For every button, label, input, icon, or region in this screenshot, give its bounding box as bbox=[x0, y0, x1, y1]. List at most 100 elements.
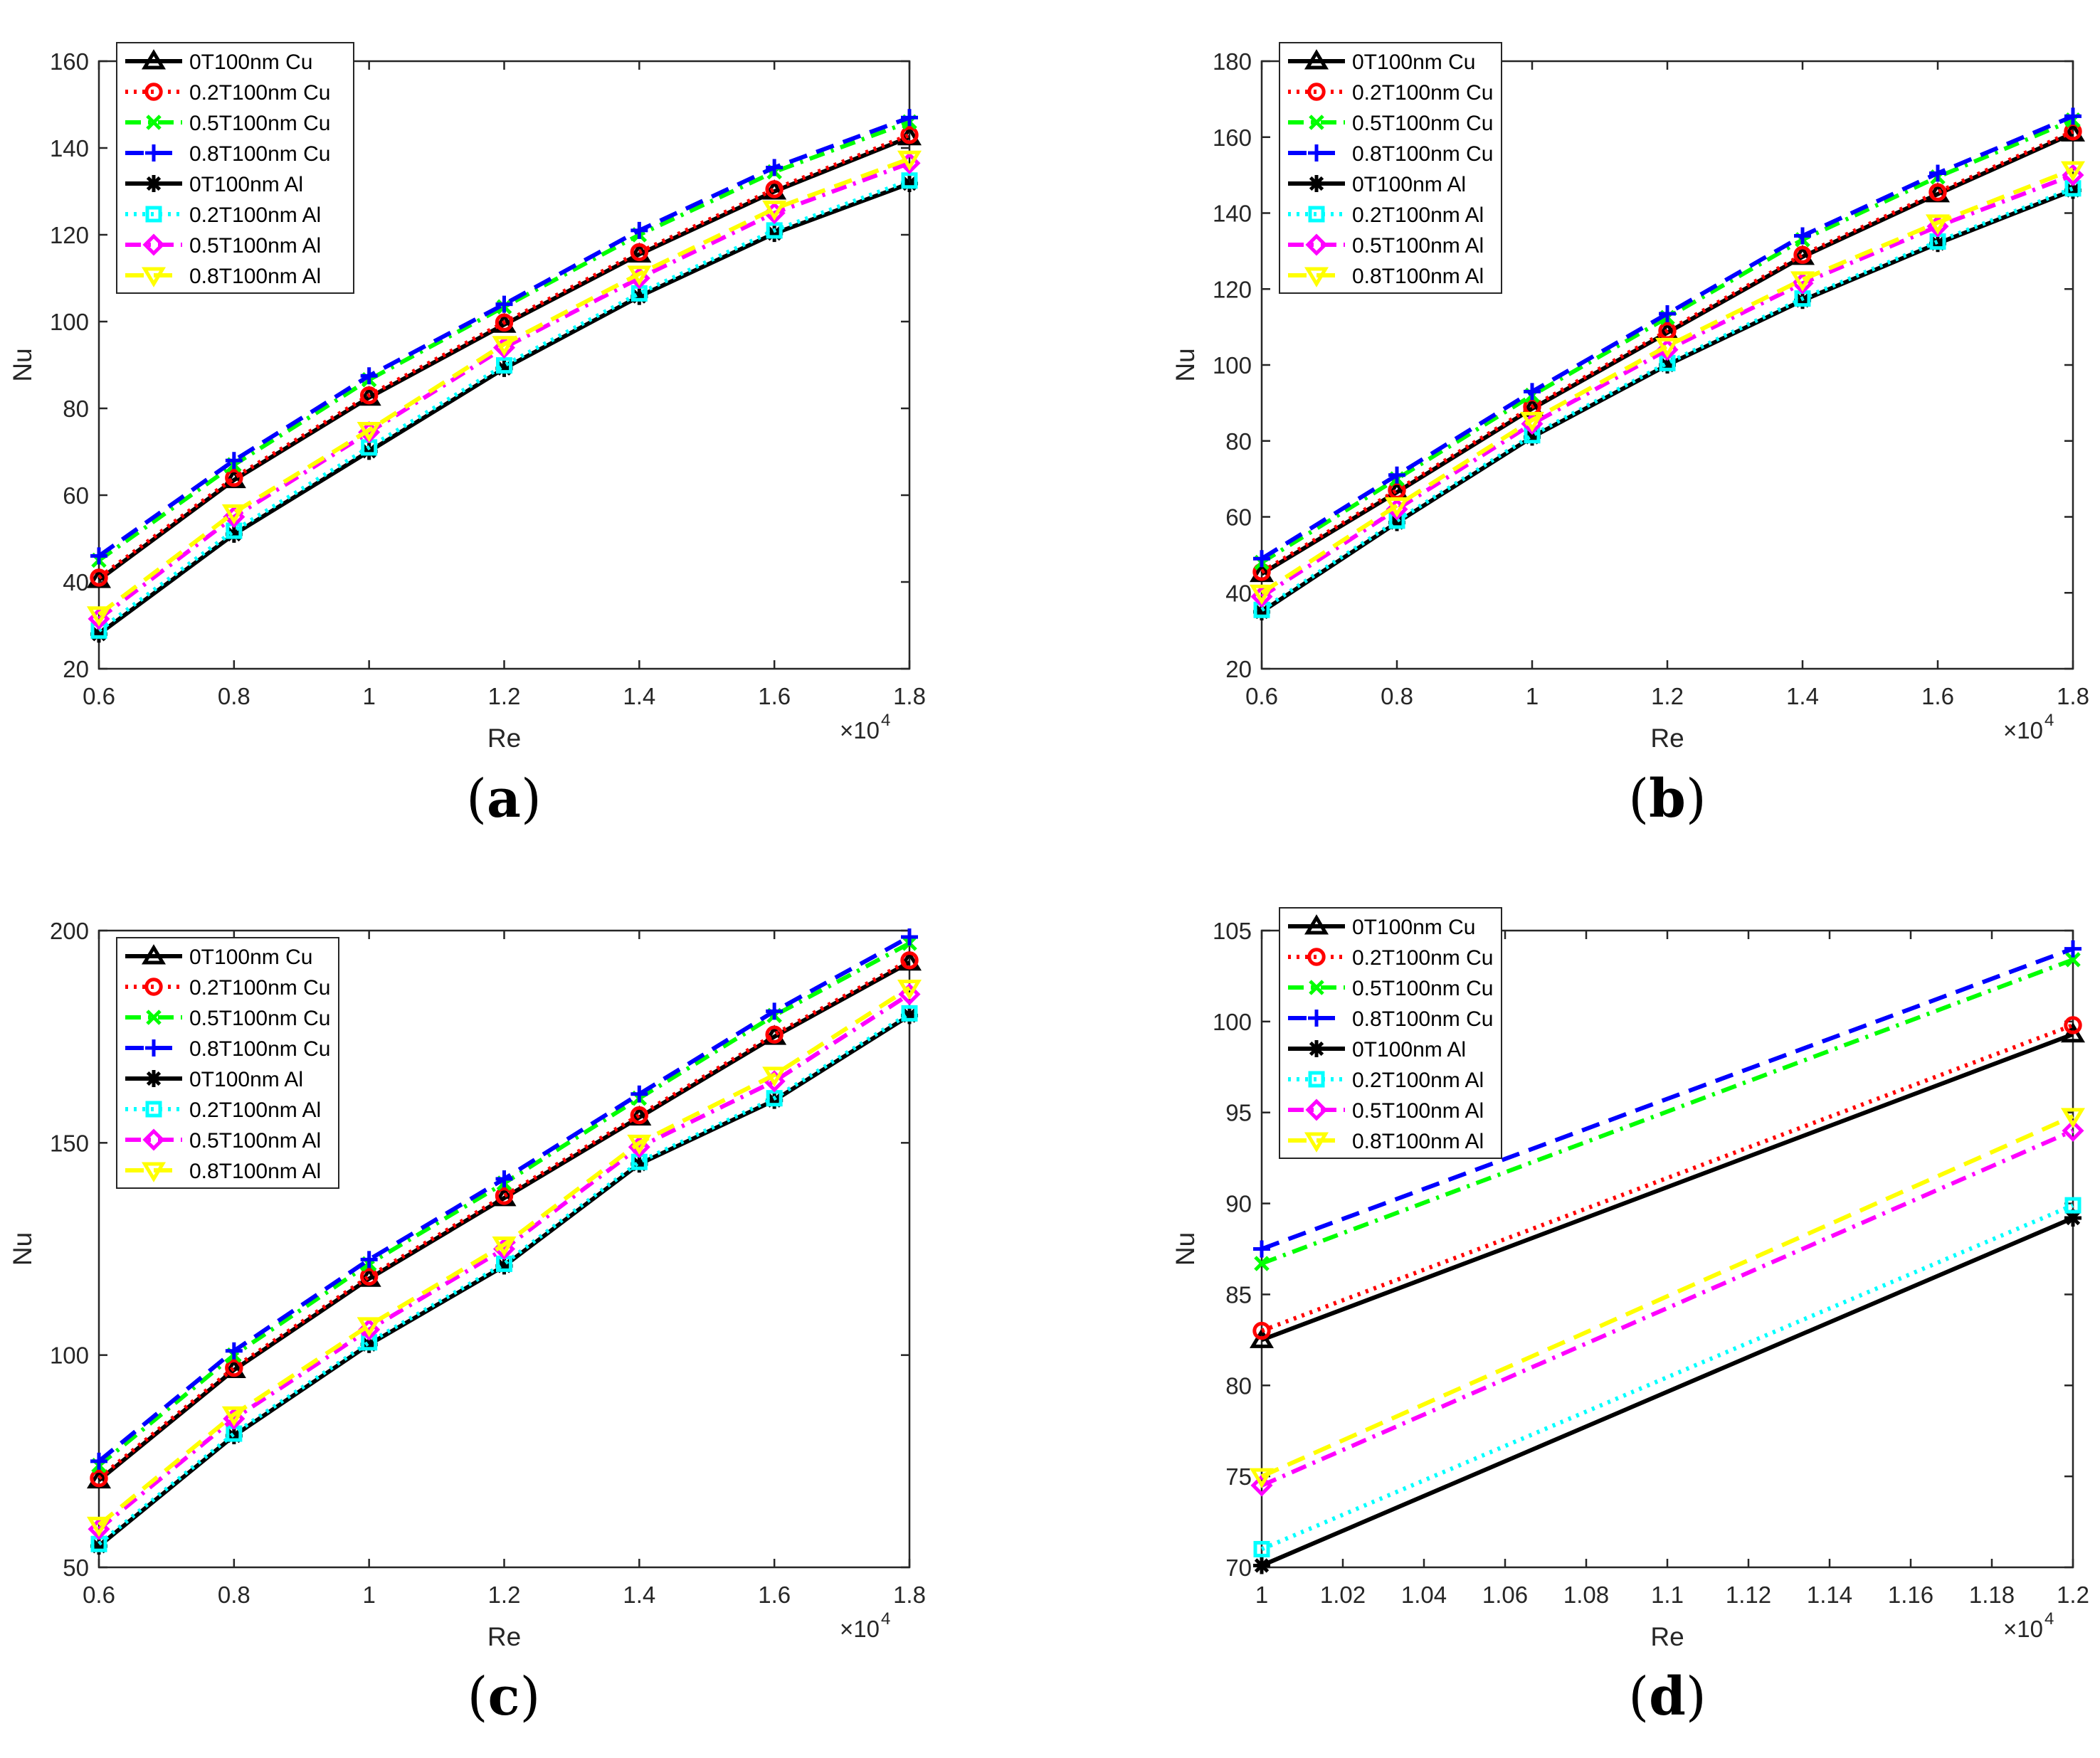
x-tick-label: 1.08 bbox=[1563, 1582, 1609, 1608]
data-point-marker bbox=[495, 313, 514, 332]
caption-letter: b bbox=[1649, 768, 1686, 830]
data-point-marker bbox=[1925, 214, 1951, 235]
caption-open-paren: ( bbox=[466, 768, 487, 830]
x-axis-multiplier-exponent: 4 bbox=[881, 1609, 890, 1629]
data-point-marker bbox=[901, 1005, 918, 1022]
data-point-marker bbox=[90, 1537, 107, 1555]
data-point-marker bbox=[897, 980, 922, 1000]
y-tick-label: 140 bbox=[1213, 201, 1252, 227]
data-point-marker bbox=[1524, 383, 1541, 401]
series-0-8t100nm-al bbox=[86, 150, 922, 627]
x-tick-label: 1.06 bbox=[1482, 1582, 1528, 1608]
data-point-marker bbox=[221, 504, 246, 525]
data-point-marker bbox=[630, 221, 648, 239]
data-point-marker bbox=[492, 336, 517, 356]
y-tick-label: 50 bbox=[63, 1555, 89, 1581]
series-line bbox=[97, 1011, 911, 1546]
y-tick-label: 40 bbox=[1225, 580, 1252, 606]
legend: 0T100nm Cu 0.2T100nm Cu 0.5T100nm Cu 0.8T10… bbox=[116, 937, 339, 1189]
series-0-2t100nm-cu bbox=[90, 951, 919, 1488]
data-point-marker bbox=[86, 606, 112, 627]
data-point-marker bbox=[2060, 1108, 2086, 1128]
data-point-marker bbox=[86, 1516, 112, 1537]
data-point-marker bbox=[1793, 245, 1812, 264]
data-point-marker bbox=[1790, 271, 1815, 292]
series-line bbox=[1260, 958, 2074, 1266]
caption-close-paren: ) bbox=[520, 1666, 541, 1727]
data-point-marker bbox=[495, 1187, 514, 1205]
data-point-marker bbox=[762, 1066, 787, 1087]
legend-entry-label: 0.8T100nm Cu bbox=[1352, 142, 1493, 166]
series-line bbox=[1260, 129, 2074, 574]
series-line bbox=[97, 178, 911, 632]
data-point-marker bbox=[901, 109, 918, 127]
chart-panel-c: 0.6 0.8 1 1.2 1.4 1.6 1.8 50 100 150 200 Re Nu ×10 4 0T… bbox=[8, 918, 926, 1727]
legend-entry-label: 0.2T100nm Al bbox=[189, 203, 321, 227]
caption-letter: a bbox=[487, 768, 521, 830]
series-line bbox=[1260, 167, 2074, 595]
data-point-marker bbox=[630, 1155, 648, 1173]
data-point-marker bbox=[90, 1452, 107, 1470]
data-point-marker bbox=[225, 468, 243, 487]
asterisk-marker bbox=[1308, 175, 1325, 192]
legend: 0T100nm Cu 0.2T100nm Cu 0.5T100nm Cu 0.8T10… bbox=[1279, 42, 1502, 294]
legend-entry-label: 0.8T100nm Al bbox=[189, 265, 321, 288]
x-tick-label: 0.6 bbox=[1245, 683, 1278, 709]
data-point-marker bbox=[359, 386, 379, 405]
y-tick-label: 120 bbox=[1213, 276, 1252, 302]
caption-close-paren: ) bbox=[1686, 768, 1706, 830]
series-0t100nm-al bbox=[90, 175, 918, 643]
x-tick-label: 1 bbox=[1255, 1582, 1268, 1608]
data-point-marker bbox=[360, 443, 378, 460]
x-tick-label: 1.12 bbox=[1726, 1582, 1771, 1608]
x-marker bbox=[146, 1010, 162, 1025]
x-axis-multiplier: ×10 bbox=[840, 1616, 880, 1642]
data-point-marker bbox=[1253, 603, 1270, 620]
data-point-marker bbox=[765, 180, 783, 198]
y-tick-label: 160 bbox=[1213, 125, 1252, 151]
legend-entry-label: 0.8T100nm Al bbox=[189, 1160, 321, 1183]
x-tick-label: 1.6 bbox=[1921, 683, 1954, 709]
data-point-marker bbox=[495, 295, 513, 313]
x-tick-label: 0.6 bbox=[83, 683, 115, 709]
series-line bbox=[97, 986, 911, 1527]
square-marker bbox=[1308, 206, 1325, 223]
y-axis-label: Nu bbox=[1171, 1232, 1200, 1266]
triangle-up-marker bbox=[1304, 914, 1329, 935]
y-tick-label: 100 bbox=[50, 1343, 89, 1369]
triangle-down-marker bbox=[141, 267, 167, 287]
legend-entry-label: 0.2T100nm Cu bbox=[189, 81, 330, 105]
data-point-marker bbox=[225, 525, 243, 543]
series-0-5t100nm-cu bbox=[1254, 952, 2081, 1271]
data-point-marker bbox=[90, 625, 107, 643]
triangle-up-marker bbox=[141, 944, 167, 965]
triangle-up-marker bbox=[141, 49, 167, 70]
legend-entry-label: 0.5T100nm Al bbox=[1352, 1099, 1484, 1123]
legend-entry-label: 0T100nm Al bbox=[189, 1068, 303, 1091]
data-point-marker bbox=[90, 1469, 108, 1488]
y-tick-label: 150 bbox=[50, 1130, 89, 1156]
series-line bbox=[97, 132, 911, 580]
data-point-marker bbox=[2064, 1197, 2081, 1214]
asterisk-marker bbox=[1308, 1040, 1325, 1057]
circle-marker bbox=[1307, 83, 1326, 101]
y-tick-label: 80 bbox=[1225, 1372, 1252, 1399]
data-point-marker bbox=[2064, 940, 2081, 958]
x-marker bbox=[146, 115, 162, 130]
series-line bbox=[97, 157, 911, 617]
data-point-marker bbox=[766, 225, 783, 243]
data-point-marker bbox=[1928, 183, 1947, 201]
data-point-marker bbox=[900, 126, 919, 144]
asterisk-marker bbox=[145, 1070, 162, 1087]
asterisk-marker bbox=[145, 175, 162, 192]
legend-entry-label: 0.5T100nm Al bbox=[189, 234, 321, 258]
data-point-marker bbox=[630, 243, 649, 262]
legend-entry-label: 0.8T100nm Al bbox=[1352, 1130, 1484, 1153]
data-point-marker bbox=[2064, 1209, 2081, 1227]
series-line bbox=[97, 161, 911, 621]
triangle-down-marker bbox=[1304, 267, 1329, 287]
panel-caption: (a) bbox=[466, 768, 542, 830]
data-point-marker bbox=[359, 1267, 379, 1286]
data-point-marker bbox=[2062, 1119, 2084, 1142]
diamond-marker bbox=[142, 233, 165, 256]
